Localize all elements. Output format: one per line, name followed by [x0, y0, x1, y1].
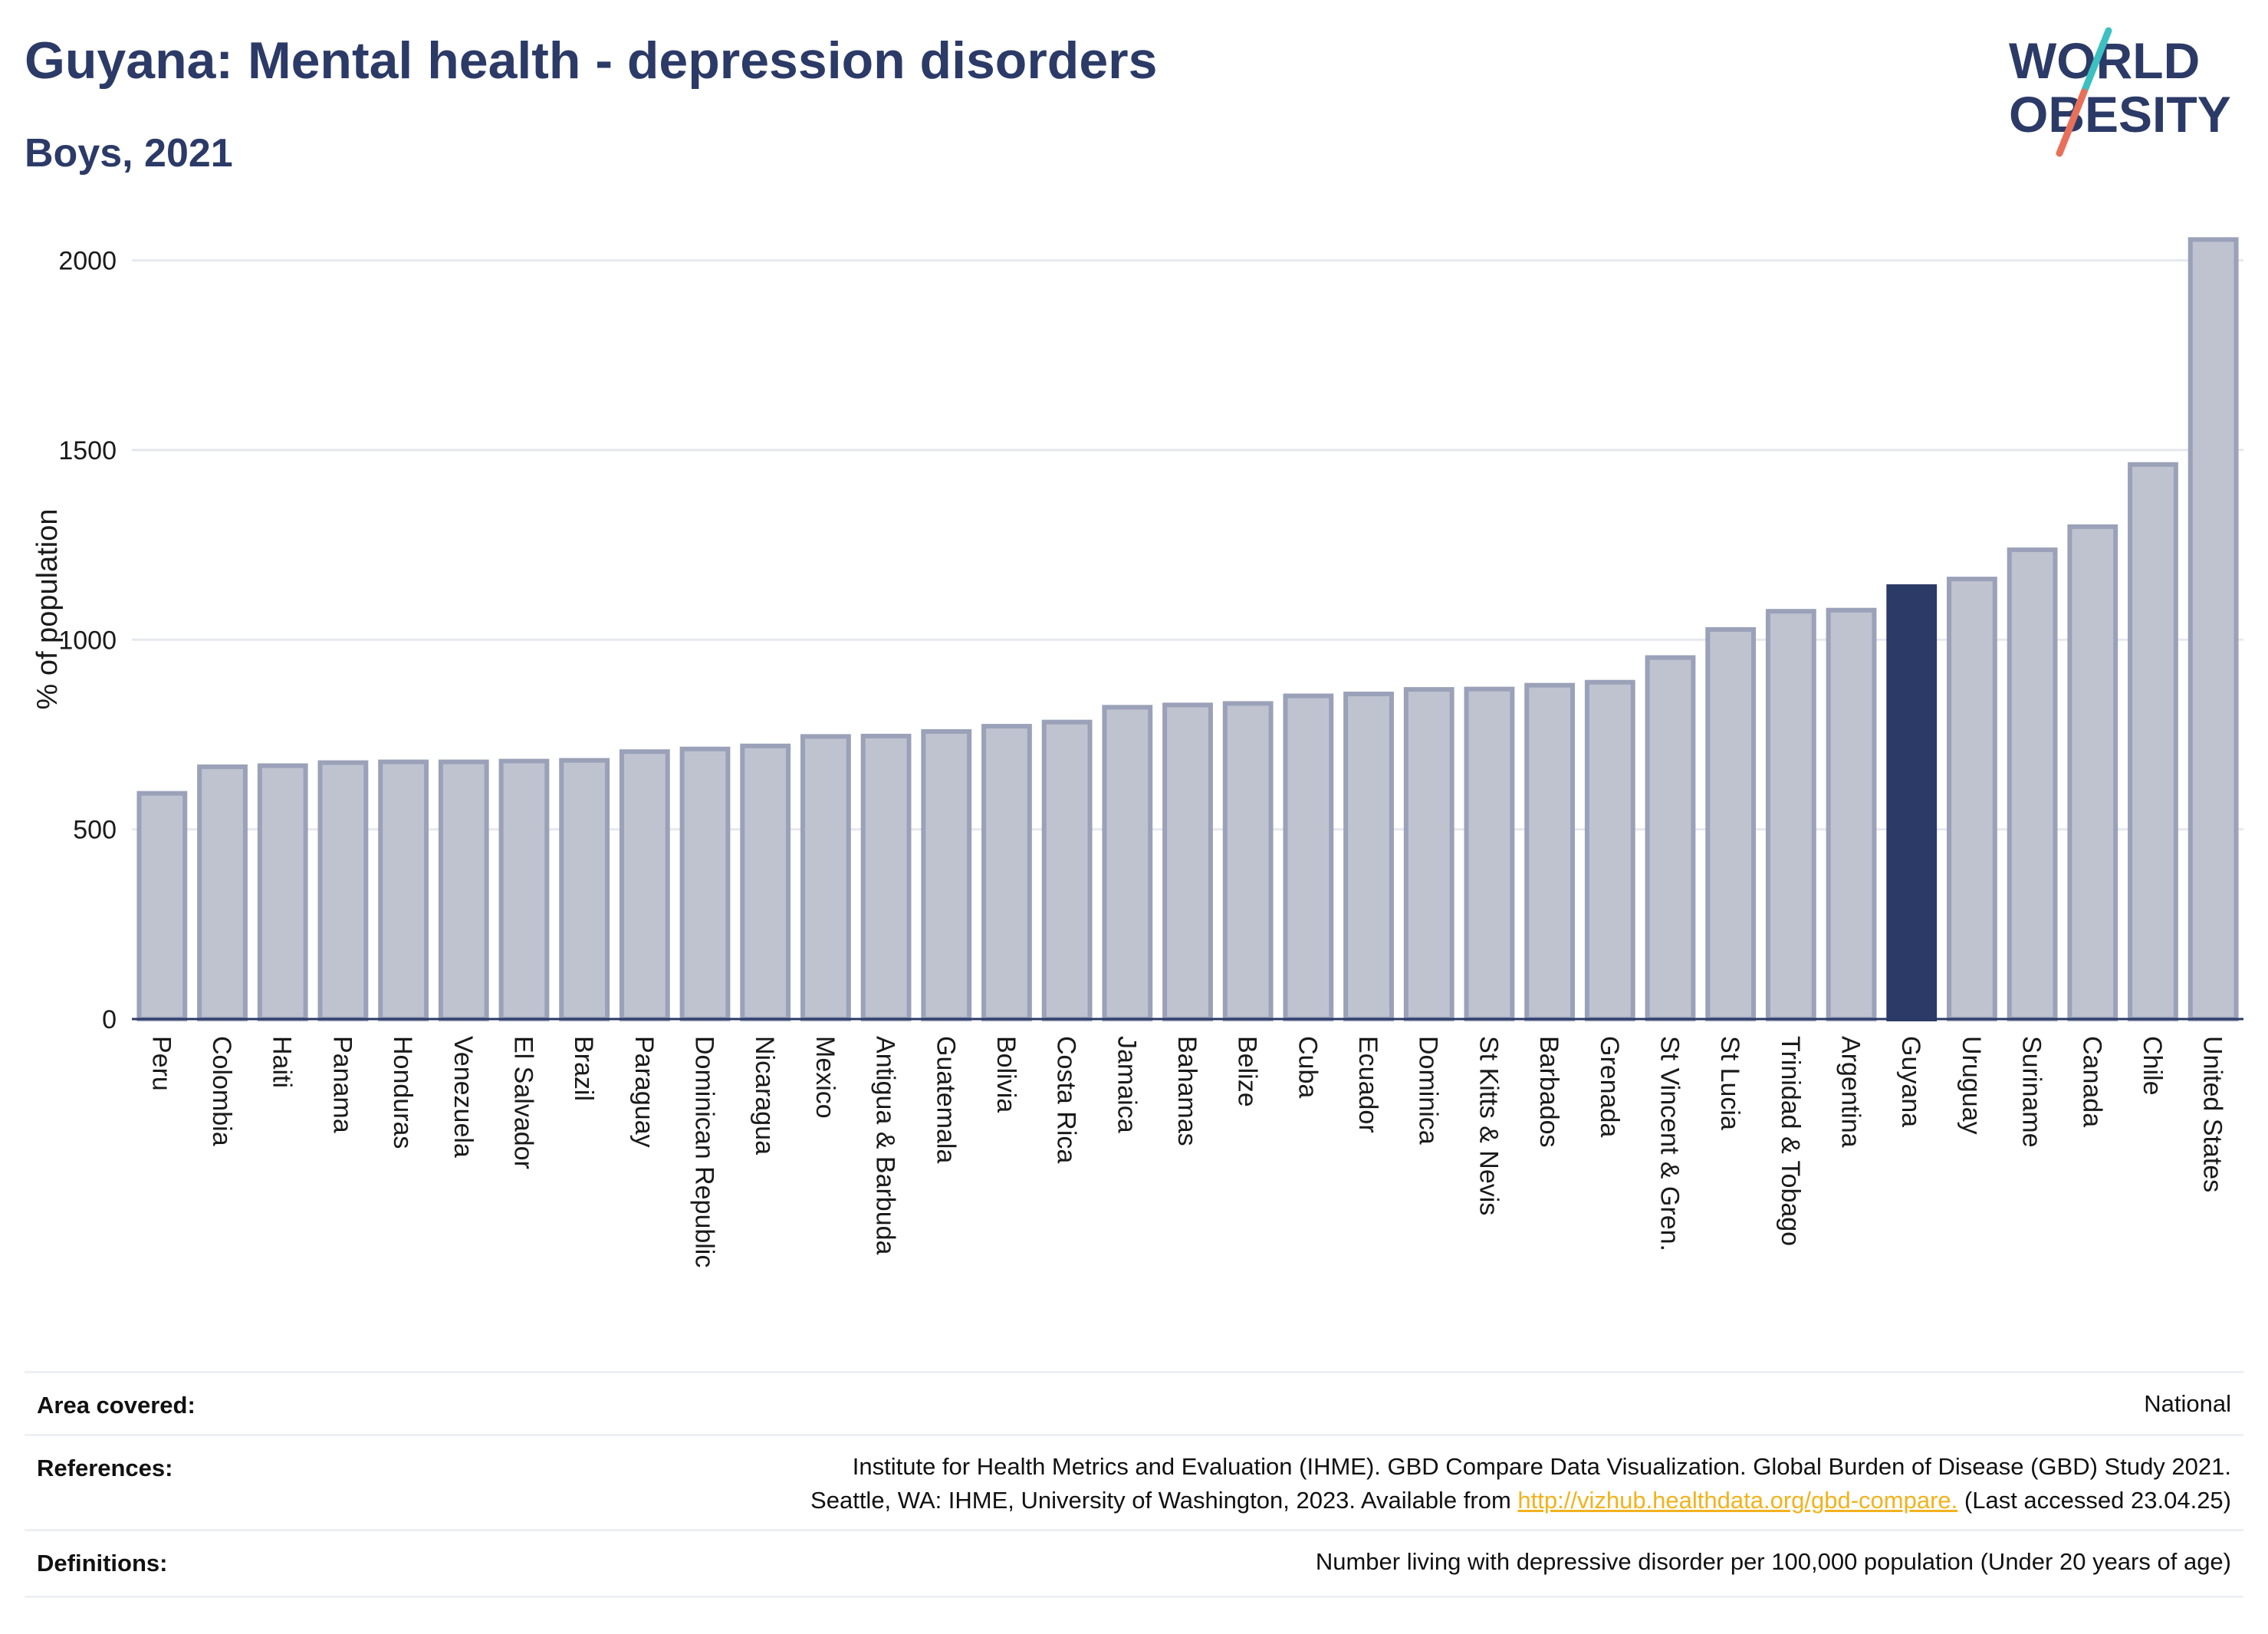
bar-grenada	[1584, 679, 1635, 1021]
bar-chile	[2128, 462, 2178, 1021]
x-tick-label: Barbados	[1534, 1036, 1563, 1148]
bar-colombia	[197, 764, 248, 1022]
x-tick-label: Bahamas	[1172, 1036, 1201, 1146]
x-tick-label: El Salvador	[508, 1036, 537, 1169]
x-tick-label: Trinidad & Tobago	[1776, 1036, 1805, 1246]
logo-word-obesity: OBESITY	[2009, 86, 2231, 143]
logo-slash-coral	[2056, 88, 2088, 157]
bar-panama	[317, 760, 369, 1021]
area-value: National	[2144, 1390, 2231, 1417]
bar-dominica	[1403, 687, 1454, 1022]
bar-uruguay	[1947, 577, 1997, 1021]
bar-mexico	[800, 734, 851, 1021]
references-value: Institute for Health Metrics and Evaluat…	[810, 1450, 2231, 1517]
y-tick-label: 0	[102, 1005, 117, 1034]
bar-jamaica	[1102, 705, 1153, 1021]
x-tick-label: Guyana	[1896, 1036, 1925, 1127]
bar-canada	[2067, 524, 2118, 1021]
x-tick-label: Ecuador	[1353, 1036, 1382, 1133]
y-tick-label: 1500	[58, 436, 117, 465]
bar-united-states	[2187, 237, 2239, 1021]
references-row: References: Institute for Health Metrics…	[25, 1434, 2243, 1531]
bar-guyana	[1886, 584, 1938, 1021]
bar-barbados	[1524, 682, 1576, 1022]
x-tick-label: Argentina	[1836, 1036, 1865, 1148]
x-tick-label: Canada	[2077, 1036, 2106, 1127]
bar-antigua-barbuda	[860, 733, 912, 1021]
definitions-value: Number living with depressive disorder p…	[1315, 1548, 2231, 1575]
bar-peru	[136, 791, 188, 1021]
y-tick-label: 500	[73, 816, 117, 845]
bar-nicaragua	[740, 743, 791, 1021]
x-tick-label: Chile	[2138, 1036, 2167, 1095]
x-tick-label: St Kitts & Nevis	[1474, 1036, 1503, 1215]
references-line-1: Institute for Health Metrics and Evaluat…	[852, 1453, 2231, 1480]
x-tick-label: Brazil	[569, 1036, 598, 1101]
x-tick-label: Belize	[1233, 1036, 1262, 1107]
bar-st-lucia	[1705, 626, 1757, 1022]
bar-suriname	[2007, 547, 2058, 1021]
x-tick-label: Suriname	[2017, 1036, 2046, 1148]
bar-guatemala	[921, 729, 972, 1021]
x-tick-label: Mexico	[810, 1036, 840, 1119]
x-tick-label: Paraguay	[629, 1036, 659, 1148]
x-tick-label: St Vincent & Gren.	[1655, 1036, 1684, 1251]
bar-el-salvador	[498, 758, 550, 1021]
bar-costa-rica	[1041, 719, 1093, 1021]
x-tick-label: Haiti	[268, 1036, 297, 1088]
bar-ecuador	[1343, 692, 1394, 1021]
bar-honduras	[378, 759, 429, 1021]
x-tick-label: Dominican Republic	[690, 1036, 719, 1267]
logo-slash-teal	[2080, 27, 2112, 96]
x-tick-label: Peru	[146, 1036, 176, 1091]
world-obesity-logo: WORLD OBESITY	[2009, 27, 2231, 157]
x-tick-label: Guatemala	[931, 1036, 960, 1163]
bar-bolivia	[981, 724, 1032, 1021]
references-label: References:	[37, 1455, 173, 1481]
x-tick-label: Panama	[327, 1036, 357, 1133]
bar-bahamas	[1162, 702, 1213, 1021]
x-tick-label: Jamaica	[1112, 1036, 1141, 1133]
x-tick-label: Venezuela	[449, 1036, 478, 1158]
definitions-row: Definitions: Number living with depressi…	[25, 1529, 2243, 1598]
y-tick-label: 1000	[58, 626, 117, 655]
x-tick-label: Costa Rica	[1052, 1036, 1081, 1163]
y-tick-label: 2000	[58, 247, 117, 276]
bar-st-vincent-gren-	[1645, 655, 1696, 1021]
info-table: Area covered: National References: Insti…	[25, 1371, 2243, 1601]
bar-belize	[1222, 701, 1274, 1022]
bar-st-kitts-nevis	[1464, 686, 1515, 1021]
bar-cuba	[1283, 693, 1334, 1022]
bar-venezuela	[438, 759, 489, 1021]
x-tick-label: United States	[2198, 1036, 2227, 1192]
chart-subtitle: Boys, 2021	[25, 131, 233, 176]
y-axis-title: % of population	[31, 509, 64, 710]
bar-haiti	[257, 763, 308, 1022]
references-line-2: Seattle, WA: IHME, University of Washing…	[810, 1484, 2231, 1517]
bar-paraguay	[619, 749, 670, 1022]
chart-title: Guyana: Mental health - depression disor…	[25, 31, 1158, 90]
x-tick-label: Bolivia	[991, 1036, 1021, 1113]
bar-trinidad-tobago	[1765, 609, 1816, 1021]
x-tick-label: Cuba	[1293, 1036, 1322, 1098]
x-tick-label: Nicaragua	[750, 1036, 779, 1155]
x-tick-label: Antigua & Barbuda	[871, 1036, 900, 1255]
definitions-label: Definitions:	[37, 1550, 168, 1576]
bar-argentina	[1826, 607, 1877, 1021]
area-row: Area covered: National	[25, 1371, 2243, 1436]
x-tick-label: Uruguay	[1957, 1036, 1986, 1135]
bar-dominican-republic	[679, 746, 731, 1021]
x-tick-label: Colombia	[207, 1036, 236, 1146]
x-tick-label: Honduras	[388, 1036, 417, 1149]
references-accessed: (Last accessed 23.04.25)	[1957, 1487, 2231, 1514]
bar-brazil	[559, 758, 610, 1022]
x-tick-label: Grenada	[1595, 1036, 1624, 1137]
bar-chart: 0 500 1000 1500 2000 % of population Peru Colom…	[31, 237, 2243, 1267]
x-tick-label: St Lucia	[1715, 1036, 1744, 1130]
area-label: Area covered:	[37, 1392, 196, 1419]
x-tick-label: Dominica	[1414, 1036, 1443, 1145]
references-link[interactable]: http://vizhub.healthdata.org/gbd-compare…	[1517, 1487, 1958, 1514]
references-line-2-text: Seattle, WA: IHME, University of Washing…	[810, 1487, 1518, 1514]
